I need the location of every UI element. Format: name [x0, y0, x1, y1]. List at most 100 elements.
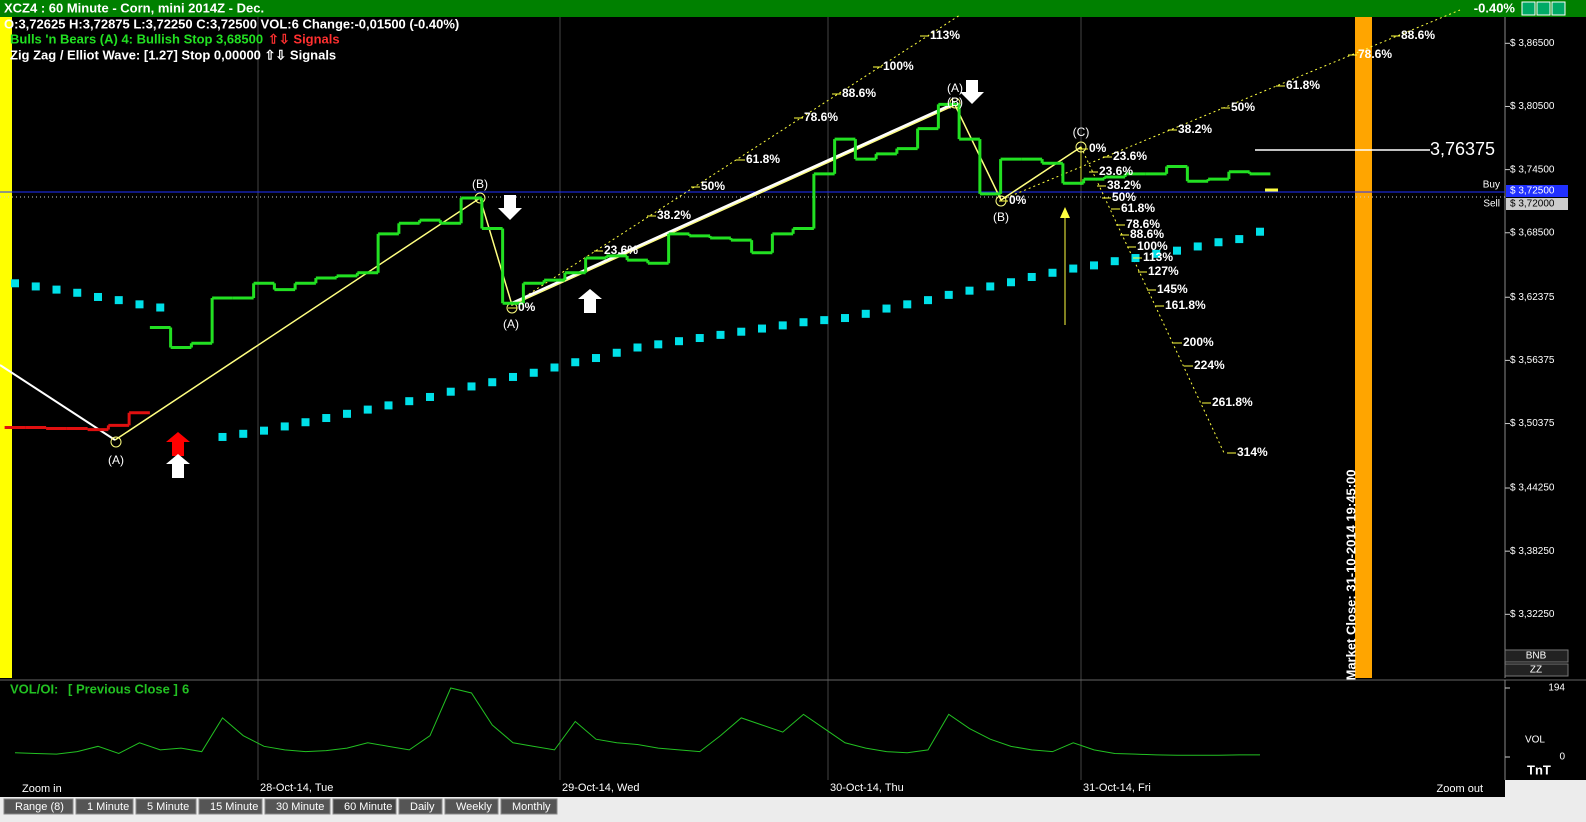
timeframe-label[interactable]: Range (8) [15, 801, 64, 813]
stop-dot [1027, 272, 1036, 281]
fib-label: 0% [1009, 193, 1027, 207]
fib-label: 50% [701, 179, 725, 193]
timeframe-label[interactable]: 30 Minute [276, 801, 324, 813]
logo [1506, 760, 1566, 780]
fib-label: 61.8% [1121, 201, 1155, 215]
stop-dot [446, 387, 455, 396]
stop-dot [384, 401, 393, 410]
close-button[interactable] [1551, 1, 1566, 16]
timeframe-label[interactable]: Monthly [512, 801, 551, 813]
fib-label: 61.8% [746, 152, 780, 166]
stop-dot [944, 290, 953, 299]
y-tick-label: $ 3,80500 [1510, 101, 1555, 112]
fib-label: 38.2% [657, 208, 691, 222]
day-dividers [257, 17, 1082, 780]
stop-dot [695, 334, 704, 343]
timeframe-button[interactable] [444, 798, 499, 815]
stop-dot [758, 324, 766, 333]
sell-price-box [1506, 198, 1568, 210]
timeframe-button[interactable] [500, 798, 558, 815]
zz-tag[interactable] [1504, 663, 1569, 677]
stop-dot [31, 282, 40, 291]
wave-label: (C) [1073, 125, 1090, 139]
stop-dot [1110, 257, 1119, 266]
zoom-in[interactable]: Zoom in [22, 783, 62, 795]
stop-dot [405, 397, 414, 406]
minimize-button[interactable] [1521, 1, 1536, 16]
timeframe-label[interactable]: Daily [410, 801, 435, 813]
stop-dot [52, 285, 61, 294]
y-tick-label: $ 3,32250 [1510, 609, 1555, 620]
zz-label[interactable]: ZZ [1530, 665, 1542, 676]
buy-price-box [1506, 185, 1568, 197]
volume-tick-label: 0 [1559, 752, 1565, 763]
timeframe-button[interactable] [3, 798, 74, 815]
stop-dot [529, 368, 538, 377]
fib-label: 113% [1143, 250, 1173, 264]
y-tick-label: $ 3,38250 [1510, 546, 1555, 557]
timeframe-button[interactable] [198, 798, 263, 815]
volume-line [14, 687, 1260, 756]
sell-price: $ 3,72000 [1510, 199, 1555, 210]
timeframe-label[interactable]: 15 Minute [210, 801, 258, 813]
stop-dot [1152, 249, 1161, 258]
stop-dot [592, 354, 600, 363]
stop-dot [1235, 235, 1244, 244]
change-pct: -0.40% [1474, 0, 1516, 15]
stop-dot [343, 409, 351, 418]
timeframe-label[interactable]: 1 Minute [87, 801, 129, 813]
indicator-zigzag: Zig Zag / Elliot Wave: [1.27] Stop 0,000… [10, 47, 336, 62]
x-tick-label: 28-Oct-14, Tue [260, 782, 333, 794]
stop-dot [1173, 246, 1181, 255]
stop-dot [675, 337, 683, 346]
market-close-band [1355, 17, 1372, 678]
stop-dot [1193, 242, 1202, 251]
stop-dot [426, 392, 434, 401]
timeframe-label[interactable]: Weekly [456, 801, 492, 813]
timeframe-label[interactable]: 60 Minute [344, 801, 392, 813]
fib-label: 145% [1157, 282, 1188, 296]
bnb-tag[interactable] [1504, 649, 1569, 663]
timeframe-button[interactable] [264, 798, 331, 815]
stop-dot [654, 340, 663, 349]
zoom-out[interactable]: Zoom out [1437, 783, 1483, 795]
timeframe-button[interactable] [332, 798, 397, 815]
wave-label: (B) [472, 177, 488, 191]
stop-dot [1069, 264, 1078, 273]
y-tick-label: $ 3,62375 [1510, 292, 1555, 303]
fib-label: 78.6% [1126, 217, 1160, 231]
fib-label: 113% [930, 28, 960, 42]
timeframe-button[interactable] [75, 798, 134, 815]
fib-label: 161.8% [1165, 298, 1206, 312]
sell-label: Sell [1483, 199, 1500, 210]
volume-title: VOL/OI: [10, 681, 58, 696]
logo-text: TnT [1527, 762, 1551, 777]
fib-label: 224% [1194, 358, 1225, 372]
volume-tick-label: 194 [1548, 683, 1565, 694]
market-close-label: Market Close: 31-10-2014 19:45:00 [1343, 469, 1358, 680]
fib-label: 100% [1137, 239, 1168, 253]
stop-dot [1048, 268, 1057, 277]
ohlc-line: O:3,72625 H:3,72875 L:3,72250 C:3,72500 … [4, 16, 459, 31]
buy-price: $ 3,72500 [1510, 186, 1555, 197]
timeframe-button[interactable] [135, 798, 197, 815]
volume-subtitle: [ Previous Close ] [68, 681, 178, 696]
fib-label: 23.6% [1099, 164, 1133, 178]
wave-label: (A) [108, 453, 124, 467]
fib-label: 88.6% [842, 86, 876, 100]
fib-label: 23.6% [604, 243, 638, 257]
fib-label: 78.6% [804, 110, 838, 124]
stop-dot [986, 282, 995, 291]
timeframe-label[interactable]: 5 Minute [147, 801, 189, 813]
timeframe-button[interactable] [398, 798, 443, 815]
restore-button[interactable] [1536, 1, 1551, 16]
bnb-label[interactable]: BNB [1526, 651, 1547, 662]
fib-label: 88.6% [1401, 28, 1435, 42]
stop-dot [363, 405, 372, 414]
title-bar [0, 0, 1586, 17]
indicator-bnb-signals: ⇧⇩ Signals [268, 31, 340, 46]
wave-label: (A) [503, 317, 519, 331]
stop-dot [467, 382, 476, 391]
